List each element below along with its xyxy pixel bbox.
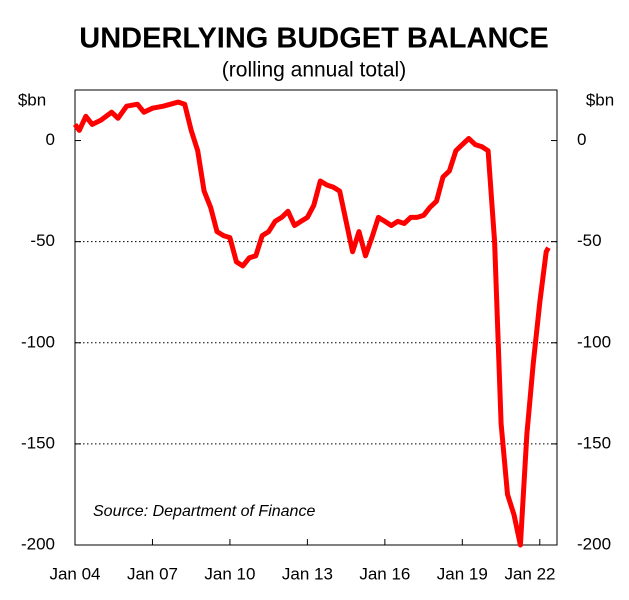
annotation: Source: Department of Finance bbox=[93, 503, 315, 520]
y2-tick-label: 0 bbox=[577, 130, 586, 149]
y2-tick-label: -150 bbox=[577, 433, 611, 452]
x-tick-label: Jan 22 bbox=[504, 564, 555, 583]
y2-tick-label: -200 bbox=[577, 534, 611, 553]
y-tick-label: -50 bbox=[30, 231, 55, 250]
y2-tick-label: -100 bbox=[577, 332, 611, 351]
y-tick-label: -200 bbox=[21, 534, 55, 553]
x-tick-label: Jan 13 bbox=[282, 564, 333, 583]
y2-tick-label: -50 bbox=[577, 231, 602, 250]
x-tick-label: Jan 10 bbox=[204, 564, 255, 583]
y-tick-label: -150 bbox=[21, 433, 55, 452]
x-tick-label: Jan 19 bbox=[437, 564, 488, 583]
y-tick-label: -100 bbox=[21, 332, 55, 351]
y-tick-label: 0 bbox=[46, 130, 55, 149]
x-tick-label: Jan 16 bbox=[359, 564, 410, 583]
y2-axis-label: $bn bbox=[586, 90, 614, 109]
x-tick-label: Jan 07 bbox=[127, 564, 178, 583]
chart-subtitle: (rolling annual total) bbox=[222, 59, 406, 82]
data-line bbox=[72, 99, 551, 548]
x-tick-label: Jan 04 bbox=[49, 564, 100, 583]
plot-frame bbox=[74, 89, 558, 546]
chart-title: UNDERLYING BUDGET BALANCE bbox=[79, 23, 548, 55]
y-axis-label: $bn bbox=[18, 90, 46, 109]
